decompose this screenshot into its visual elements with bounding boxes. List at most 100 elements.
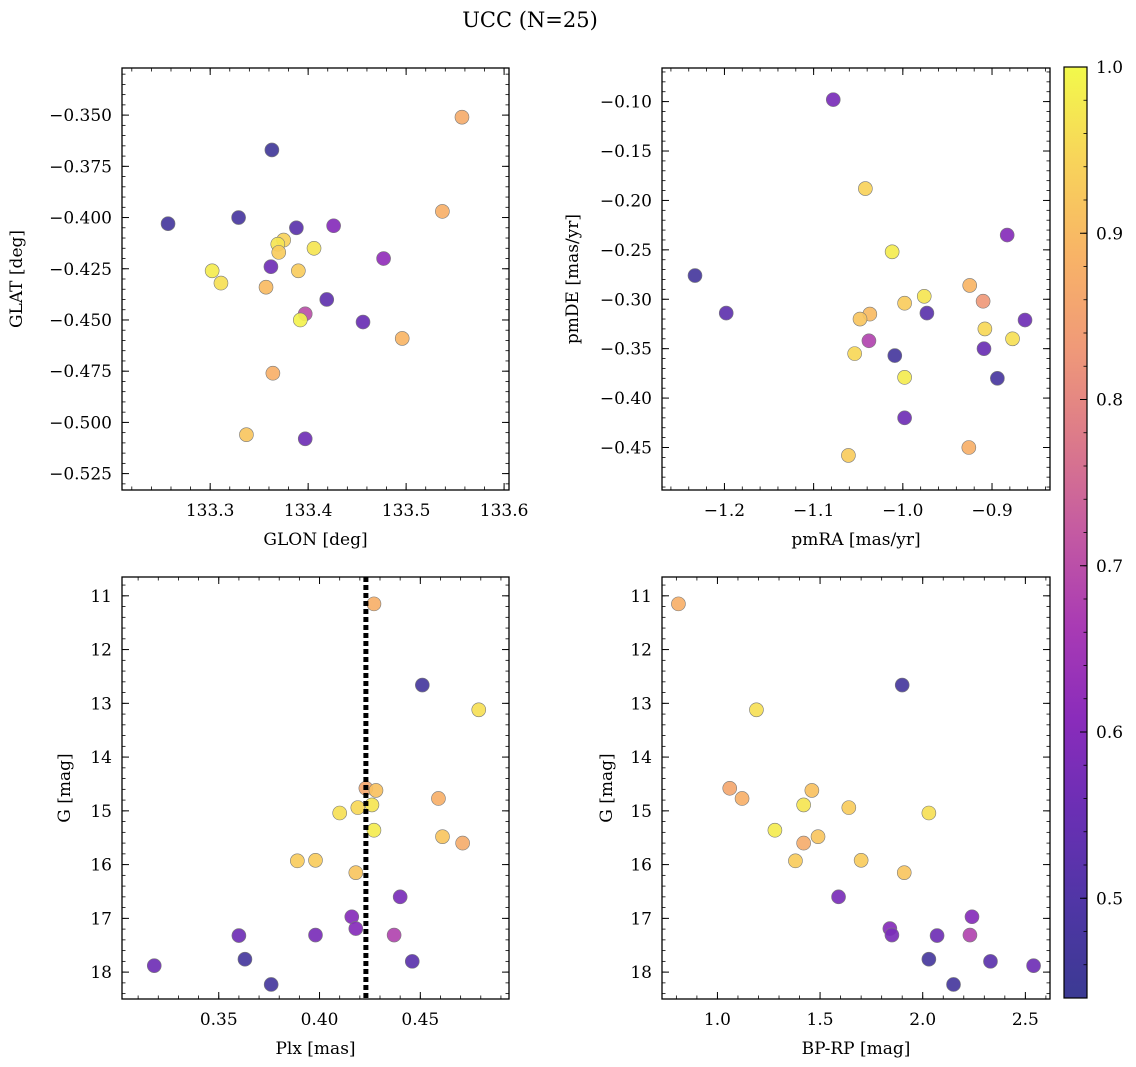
data-point [722,780,738,796]
y-tick-label: 12 [90,641,112,661]
data-point [213,275,229,291]
y-tick-label: 18 [630,963,652,983]
data-point [916,288,932,304]
colorbar-tick-label: 0.5 [1096,889,1123,909]
data-point [231,928,247,943]
data-point [884,244,900,260]
data-point [293,312,308,328]
colorbar-tick-label: 0.7 [1096,557,1123,577]
x-tick-label: −1.0 [882,501,923,521]
y-tick-label: −0.45 [600,439,652,459]
y-tick-label: 13 [630,694,652,714]
y-tick-label: 17 [630,909,652,929]
y-tick-label: −0.15 [600,142,652,162]
colorbar: 0.5 0.6 0.7 0.8 0.9 1.0 [1063,58,1123,999]
data-point [435,204,450,219]
data-point [962,278,978,293]
data-point [160,216,176,231]
colorbar-tick-label: 0.8 [1096,391,1123,411]
data-point [394,331,410,346]
data-point [348,865,364,880]
data-point [847,346,862,361]
x-tick-label: 0.40 [301,1010,339,1030]
x-axis-label: pmRA [mas/yr] [791,530,920,550]
data-point [348,921,364,936]
x-tick-label: 133.5 [382,501,431,521]
data-point [861,333,877,349]
data-point [841,800,857,815]
data-point [749,702,764,718]
data-point [204,263,220,279]
x-tick-label: 1.5 [807,1010,834,1030]
x-tick-label: 2.5 [1012,1010,1039,1030]
data-point [964,909,980,925]
y-tick-label: −0.350 [49,106,112,126]
x-tick-label: 1.0 [704,1010,731,1030]
data-point [921,951,937,967]
panel-1: 133.3 133.4 133.5 133.6 −0.350 −0.375 −0.400 −0… [7,67,529,550]
data-point [921,805,937,821]
colorbar-ticks: 0.5 0.6 0.7 0.8 0.9 1.0 [1080,58,1123,966]
x-tick-label: 0.45 [401,1010,439,1030]
data-point [263,259,279,275]
y-tick-label: 13 [90,694,112,714]
data-point [319,292,335,307]
y-axis-label: pmDE [mas/yr] [563,214,583,344]
data-point [894,677,910,693]
data-point [263,977,279,992]
data-point [687,268,703,283]
x-axis-label: BP-RP [mag] [802,1039,911,1059]
y-tick-label: 11 [90,587,112,607]
data-point [258,279,274,295]
data-point [1005,331,1020,347]
y-tick-label: 16 [630,856,652,876]
colorbar-tick-label: 0.9 [1096,224,1123,244]
data-point [239,427,254,442]
data-point [718,305,734,321]
x-tick-label: 133.6 [480,501,529,521]
data-point [306,240,322,256]
y-tick-label: 17 [90,909,112,929]
data-point [975,293,991,309]
colorbar-tick-label: 1.0 [1096,58,1123,78]
x-tick-label: 0.35 [200,1010,238,1030]
y-tick-label: −0.30 [600,290,652,310]
y-tick-label: −0.425 [49,260,112,280]
plot-frame [121,67,510,491]
data-point [237,951,253,967]
data-point [734,791,750,806]
plot-frame [661,576,1051,1000]
data-point [796,835,811,851]
data-point [386,927,402,943]
panels: 133.3 133.4 133.5 133.6 −0.350 −0.375 −0.400 −0… [7,67,1051,1059]
y-tick-label: −0.400 [49,209,112,229]
data-point [788,853,803,869]
data-point [435,829,450,844]
data-point [976,341,992,356]
data-point [919,305,935,321]
y-axis-label: G [mag] [597,753,617,822]
data-point [146,958,162,973]
y-tick-label: 16 [90,856,112,876]
data-point [404,954,420,969]
data-point [366,596,382,612]
data-point [831,889,846,905]
y-axis-label: G [mag] [55,753,75,822]
data-point [897,410,912,426]
x-tick-label: −1.2 [704,501,745,521]
data-point [804,783,820,798]
data-point [884,927,900,943]
y-tick-label: 18 [90,963,112,983]
y-tick-label: 14 [90,748,112,768]
data-point [858,181,873,196]
y-tick-label: −0.10 [600,93,652,113]
figure-title: UCC (N=25) [462,8,598,32]
data-point [264,142,280,158]
x-tick-label: 133.3 [186,501,235,521]
data-point [308,927,323,943]
y-tick-label: −0.25 [600,241,652,261]
data-point [999,227,1015,243]
x-axis-label: Plx [mas] [275,1039,355,1059]
data-point [290,853,305,869]
data-point [961,440,977,455]
